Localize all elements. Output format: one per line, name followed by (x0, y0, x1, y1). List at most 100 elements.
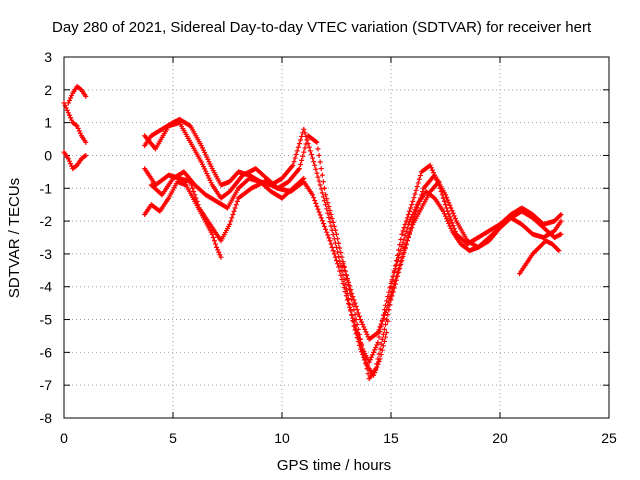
data-point (444, 205, 450, 211)
data-point (383, 321, 389, 327)
data-point (214, 244, 220, 250)
data-point (66, 112, 72, 118)
series-sat-c (61, 149, 89, 172)
chart-title: Day 280 of 2021, Sidereal Day-to-day VTE… (52, 19, 592, 36)
data-point (323, 226, 329, 232)
data-point (349, 312, 355, 318)
data-point (68, 115, 74, 121)
data-point (316, 178, 322, 184)
x-axis-label: GPS time / hours (277, 457, 391, 474)
data-point (230, 212, 236, 218)
data-point (325, 232, 331, 238)
data-point (380, 331, 386, 337)
y-tick-label: 0 (44, 147, 52, 163)
data-point (447, 214, 453, 220)
data-point (371, 349, 377, 355)
y-tick-label: -6 (40, 344, 53, 360)
data-point (348, 287, 354, 293)
data-point (396, 266, 402, 272)
y-tick-label: -1 (40, 180, 53, 196)
data-point (293, 151, 299, 157)
data-point (324, 196, 330, 202)
data-point (377, 346, 383, 352)
data-point (558, 231, 564, 237)
data-point (413, 187, 419, 193)
data-point (403, 218, 409, 224)
data-point (210, 235, 216, 240)
data-point (347, 283, 353, 289)
data-point (445, 208, 451, 214)
data-point (296, 166, 302, 172)
data-point (399, 244, 405, 250)
data-point (401, 236, 407, 242)
data-point (378, 321, 384, 327)
data-point (375, 330, 381, 336)
data-point (446, 211, 452, 217)
data-point (407, 231, 413, 237)
data-point (404, 238, 410, 244)
data-point (315, 206, 321, 212)
data-point (339, 276, 345, 282)
data-point (303, 141, 309, 147)
data-point (352, 300, 358, 306)
data-point (395, 270, 401, 276)
data-point (300, 153, 306, 159)
plot-frame (63, 56, 610, 419)
data-point (356, 313, 362, 319)
data-point (328, 212, 334, 218)
data-point (558, 212, 564, 218)
data-point (234, 198, 240, 204)
x-tick-label: 10 (274, 430, 290, 446)
data-point (360, 321, 366, 327)
data-point (441, 198, 447, 204)
data-point (445, 197, 451, 203)
data-point (447, 202, 453, 208)
series-sat-g (142, 179, 224, 260)
data-point (337, 258, 343, 264)
data-point (312, 162, 318, 168)
data-point (376, 327, 382, 333)
data-point (446, 200, 452, 206)
data-point (330, 219, 336, 225)
data-point (341, 285, 347, 291)
data-point (409, 225, 415, 231)
data-point (311, 159, 317, 165)
data-point (301, 149, 307, 155)
series-sat-i (340, 179, 442, 342)
grid-layer (64, 57, 609, 418)
data-point (298, 137, 304, 143)
data-point (386, 289, 392, 295)
data-point (336, 264, 342, 270)
data-point (440, 195, 446, 201)
data-point (337, 245, 343, 251)
data-point (408, 228, 414, 234)
data-point (381, 312, 387, 318)
data-point (365, 371, 371, 377)
data-point (336, 240, 342, 246)
data-point (314, 203, 320, 209)
data-point (299, 157, 305, 163)
data-point (290, 162, 296, 168)
data-point (326, 214, 332, 220)
data-point (376, 334, 382, 340)
data-point (301, 175, 307, 181)
y-tick-label: -2 (40, 213, 53, 229)
data-point (334, 244, 339, 250)
data-point (344, 297, 350, 303)
data-point (380, 315, 386, 321)
data-point (392, 277, 398, 283)
data-point (436, 179, 442, 185)
y-tick-label: -7 (40, 377, 53, 393)
data-point (331, 223, 337, 229)
data-point (298, 161, 304, 167)
data-point (403, 241, 409, 247)
data-point (301, 126, 307, 132)
data-point (320, 221, 326, 227)
data-point (313, 200, 319, 206)
data-point (341, 264, 347, 270)
data-point (294, 148, 300, 154)
data-point (310, 192, 316, 198)
data-point (405, 235, 411, 240)
data-point (364, 366, 370, 372)
data-point (318, 215, 324, 221)
